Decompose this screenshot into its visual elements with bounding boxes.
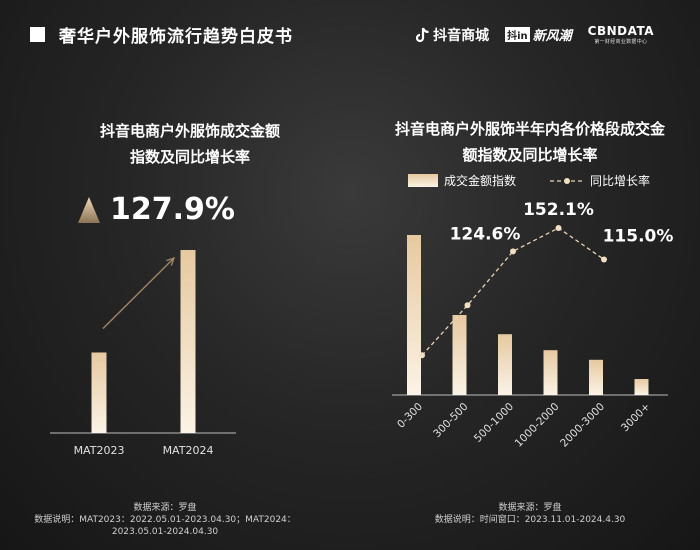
growth-rate-point [510, 248, 516, 255]
logo-group: 抖音商城 抖in 新风潮 CBNDATA 第一财经商业数据中心 [416, 24, 654, 45]
left-footer: 数据来源：罗盘 数据说明：MAT2023：2022.05.01-2023.04.… [15, 502, 315, 538]
left-chart-title-line1: 抖音电商户外服饰成交金额 [99, 122, 280, 140]
right-x-tick-label: 500-1000 [472, 401, 516, 445]
xinfengchao-logo: 抖in 新风潮 [505, 25, 572, 44]
right-x-tick-label: 300-500 [431, 401, 471, 441]
cbndata-logo-text: CBNDATA [587, 24, 654, 38]
legend-line-label: 同比增长率 [590, 174, 651, 188]
left-bar-mat2024 [180, 250, 196, 433]
right-bar [407, 235, 421, 395]
left-footer-note-cont: 2023.05.01-2024.04.30 [111, 527, 219, 537]
left-x-tick-label: MAT2023 [74, 444, 125, 457]
legend-bar-label: 成交金额指数 [444, 174, 517, 188]
left-footer-source: 数据来源：罗盘 [133, 503, 197, 513]
douyin-logo-text: 抖音商城 [433, 27, 490, 44]
right-x-tick-label: 0-300 [395, 401, 425, 431]
left-x-tick-label: MAT2024 [163, 444, 214, 457]
right-chart-legend: 成交金额指数 同比增长率 [408, 172, 650, 189]
growth-rate-label: 152.1% [523, 200, 594, 220]
growth-arrow-head [166, 256, 176, 266]
legend-bar-swatch [408, 174, 438, 187]
right-footer-source: 数据来源：罗盘 [498, 503, 562, 513]
right-bar [634, 379, 649, 395]
legend-line-swatch [550, 177, 585, 184]
growth-rate-point [464, 302, 471, 309]
growth-rate-point [555, 225, 562, 231]
right-footer: 数据来源：罗盘 数据说明：时间窗口：2023.11.01-2024.4.30 [400, 502, 660, 526]
right-chart-title-line2: 额指数及同比增长率 [462, 146, 598, 164]
triangle-up-icon [78, 196, 100, 223]
left-bar-mat2023 [91, 352, 107, 433]
growth-rate-point [419, 352, 425, 359]
right-bar [589, 359, 603, 395]
right-footer-note: 数据说明：时间窗口：2023.11.01-2024.4.30 [434, 515, 626, 525]
growth-rate-label: 115.0% [603, 226, 674, 246]
right-chart-title: 抖音电商户外服饰半年内各价格段成交金 额指数及同比增长率 [375, 116, 685, 168]
xinfengchao-box: 抖in [505, 27, 530, 42]
growth-arrow-line [102, 257, 175, 329]
cbndata-logo-sub: 第一财经商业数据中心 [594, 39, 648, 45]
douyin-logo: 抖音商城 [416, 25, 489, 45]
xinfengchao-text: 新风潮 [532, 29, 572, 44]
left-chart-title-line2: 指数及同比增长率 [129, 148, 250, 166]
growth-rate-label: 124.6% [450, 224, 521, 244]
right-bar [498, 334, 512, 395]
left-chart-title: 抖音电商户外服饰成交金额 指数及同比增长率 [40, 118, 340, 170]
cbndata-logo: CBNDATA 第一财经商业数据中心 [588, 24, 654, 45]
page-title: 奢华户外服饰流行趋势白皮书 [59, 27, 293, 47]
growth-rate-point [601, 256, 607, 263]
right-x-tick-label: 1000-2000 [513, 401, 562, 450]
left-bar-chart: MAT2023 MAT2024 [50, 250, 236, 457]
growth-headline-value: 127.9% [110, 192, 235, 227]
growth-headline: 127.9% [78, 192, 235, 227]
left-footer-note: 数据说明：MAT2023：2022.05.01-2023.04.30；MAT20… [34, 515, 296, 525]
right-bar [452, 315, 467, 395]
right-x-tick-label: 3000+ [619, 401, 653, 435]
right-bar [543, 350, 558, 395]
right-chart-title-line1: 抖音电商户外服饰半年内各价格段成交金 [394, 120, 665, 138]
growth-rate-line [421, 227, 605, 356]
header: 奢华户外服饰流行趋势白皮书 [30, 22, 293, 47]
title-square-icon [30, 27, 45, 42]
douyin-note-icon [416, 27, 429, 42]
right-x-tick-label: 2000-3000 [558, 401, 607, 450]
